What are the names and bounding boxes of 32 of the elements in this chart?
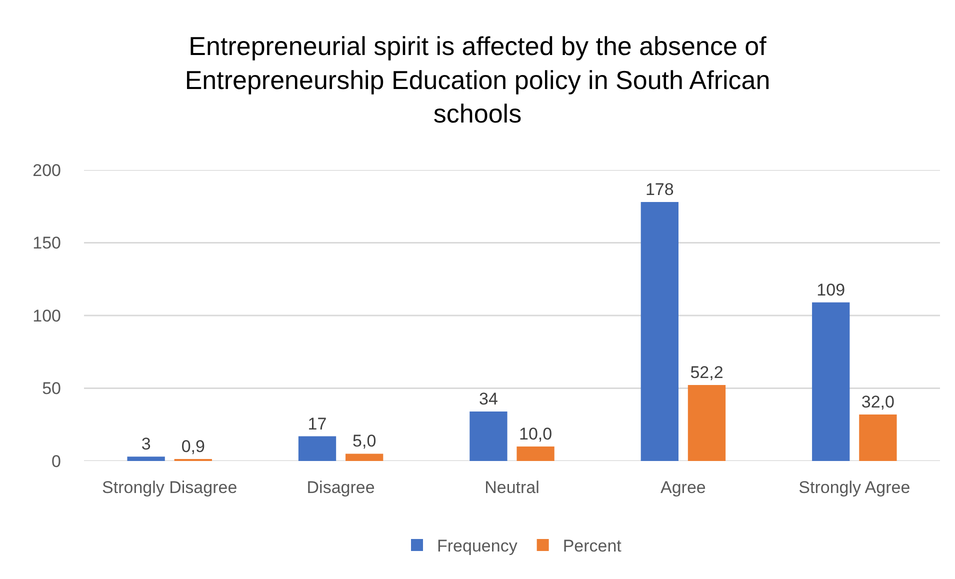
data-label: 178 (645, 180, 674, 200)
y-tick-label: 100 (32, 306, 61, 326)
bar (298, 436, 336, 461)
bar (859, 414, 897, 461)
data-label: 34 (479, 390, 498, 409)
bar (127, 456, 165, 461)
data-label: 0,9 (181, 437, 205, 456)
data-label: 10,0 (518, 424, 552, 444)
bar (470, 412, 508, 461)
bar (812, 302, 850, 461)
data-label: 5,0 (352, 432, 376, 451)
x-tick-label: Strongly Agree (798, 478, 910, 497)
y-tick-label: 50 (42, 379, 61, 398)
data-label: 52,2 (690, 363, 724, 382)
bar (516, 446, 554, 461)
y-tick-label: 200 (32, 160, 61, 180)
chart-title: Entrepreneurial spirit is affected by the absence of Entrepreneurship Education policy in South African schools (184, 31, 770, 129)
data-label: 3 (141, 434, 151, 454)
y-tick-label: 0 (52, 452, 61, 471)
y-tick-label: 150 (32, 234, 61, 253)
x-tick-label: Disagree (306, 478, 375, 497)
legend-label: Frequency (437, 536, 518, 556)
data-label: 109 (816, 280, 846, 300)
bar (346, 454, 384, 461)
bar (688, 385, 726, 461)
x-tick-label: Strongly Disagree (102, 478, 238, 497)
bar (640, 202, 678, 461)
legend-label: Percent (562, 536, 622, 556)
data-label: 17 (308, 414, 327, 434)
data-label: 32,0 (861, 392, 894, 412)
x-tick-label: Agree (660, 478, 706, 497)
x-tick-label: Neutral (484, 478, 540, 497)
